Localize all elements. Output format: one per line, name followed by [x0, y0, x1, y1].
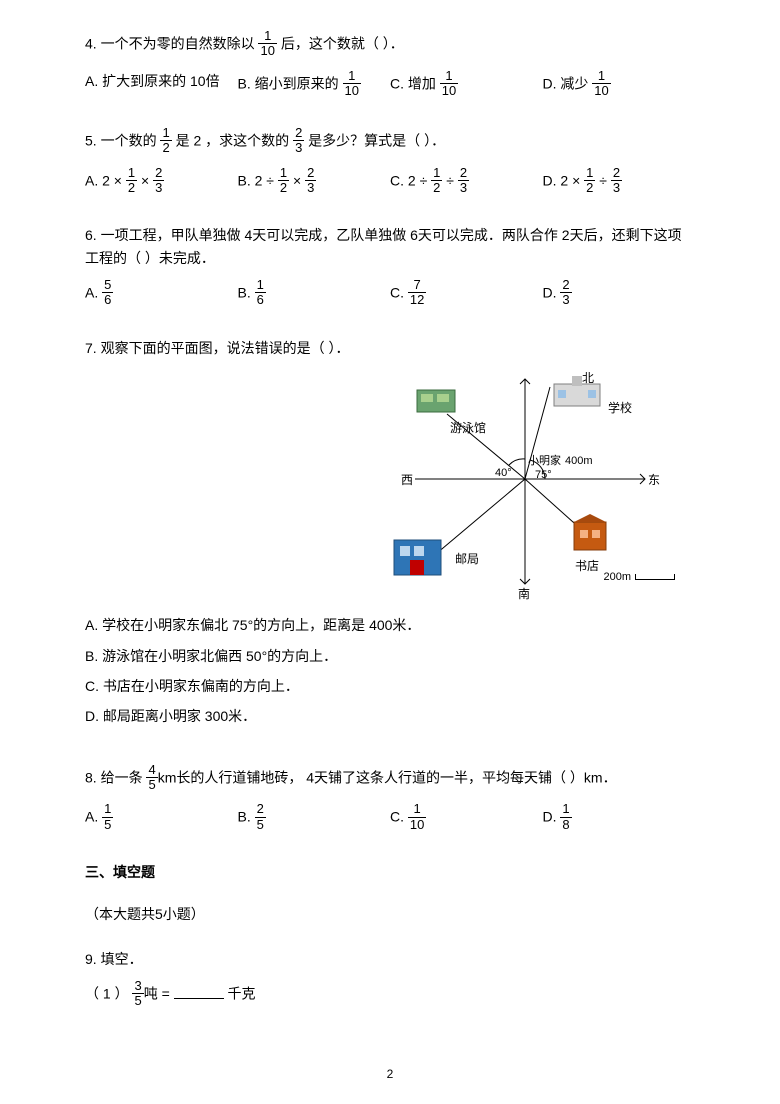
question-8: 8. 给一条 45km长的人行道铺地砖， 4天铺了这条人行道的一半，平均每天铺（… [85, 764, 695, 833]
section-3-subtitle: （本大题共5小题） [85, 903, 695, 925]
q6-option-b: B. 16 [238, 279, 391, 309]
question-6: 6. 一项工程，甲队单独做 4天可以完成，乙队单独做 6天可以完成．两队合作 2… [85, 224, 695, 308]
post-icon [390, 534, 445, 579]
school-label: 学校 [608, 399, 632, 418]
q4-stem-after: 后，这个数就（ ）． [277, 36, 404, 52]
q7-option-a: A. 学校在小明家东偏北 75°的方向上，距离是 400米． [85, 614, 695, 636]
q4-option-b: B. 缩小到原来的 110 [238, 70, 391, 100]
angle75-label: 75° [535, 467, 552, 485]
q5-options: A. 2 × 12 × 23 B. 2 ÷ 12 × 23 C. 2 ÷ 12 … [85, 167, 695, 197]
q8-stem: 8. 给一条 45km长的人行道铺地砖， 4天铺了这条人行道的一半，平均每天铺（… [85, 764, 695, 794]
q6-option-a: A. 56 [85, 279, 238, 309]
q8-option-c: C. 110 [390, 803, 543, 833]
frac-1-10: 110 [258, 29, 276, 59]
q9-line1: （ 1 ） 35吨 = 千克 [85, 980, 695, 1010]
q7-options: A. 学校在小明家东偏北 75°的方向上，距离是 400米． B. 游泳馆在小明… [85, 614, 695, 736]
pool-label: 游泳馆 [450, 419, 486, 438]
bookstore-icon [570, 514, 610, 554]
scale-line [635, 574, 675, 580]
q6-options: A. 56 B. 16 C. 712 D. 23 [85, 279, 695, 309]
q7-option-b: B. 游泳馆在小明家北偏西 50°的方向上． [85, 645, 695, 667]
dist400-label: 400m [565, 453, 593, 471]
q4-stem-before: 4. 一个不为零的自然数除以 [85, 36, 258, 52]
west-label: 西 [401, 471, 413, 490]
q4-options: A. 扩大到原来的 10倍 B. 缩小到原来的 110 C. 增加 110 D.… [85, 70, 695, 100]
q5-option-a: A. 2 × 12 × 23 [85, 167, 238, 197]
question-5: 5. 一个数的 12 是 2 ，求这个数的 23 是多少？算式是（ ）． A. … [85, 127, 695, 196]
q4-stem: 4. 一个不为零的自然数除以 110 后，这个数就（ ）． [85, 30, 695, 60]
q4-option-a: A. 扩大到原来的 10倍 [85, 70, 238, 100]
q5-option-b: B. 2 ÷ 12 × 23 [238, 167, 391, 197]
question-9: 9. 填空． （ 1 ） 35吨 = 千克 [85, 948, 695, 1010]
q7-option-d: D. 邮局距离小明家 300米． [85, 705, 695, 727]
q9-stem: 9. 填空． [85, 948, 695, 970]
blank-input [174, 985, 224, 999]
q8-option-b: B. 25 [238, 803, 391, 833]
q6-option-d: D. 23 [543, 279, 696, 309]
post-label: 邮局 [455, 550, 479, 569]
east-label: 东 [648, 471, 660, 490]
q5-option-d: D. 2 × 12 ÷ 23 [543, 167, 696, 197]
section-3-title: 三、填空题 [85, 861, 695, 883]
north-label: 北 [582, 369, 594, 388]
question-4: 4. 一个不为零的自然数除以 110 后，这个数就（ ）． A. 扩大到原来的 … [85, 30, 695, 99]
question-7: 7. 观察下面的平面图，说法错误的是（ ）． [85, 337, 695, 736]
q8-options: A. 15 B. 25 C. 110 D. 18 [85, 803, 695, 833]
bookstore-label: 书店 [575, 557, 599, 576]
south-label: 南 [518, 585, 530, 604]
q8-option-d: D. 18 [543, 803, 696, 833]
page-number: 2 [387, 1065, 394, 1084]
q4-option-c: C. 增加 110 [390, 70, 543, 100]
q6-option-c: C. 712 [390, 279, 543, 309]
q5-option-c: C. 2 ÷ 12 ÷ 23 [390, 167, 543, 197]
scale-label: 200m [603, 569, 631, 587]
school-icon [550, 374, 604, 410]
q4-option-d: D. 减少 110 [543, 70, 696, 100]
q7-diagram: 游泳馆 学校 小明家 400m 西 东 北 南 40° 75° 邮局 书店 20… [355, 369, 675, 604]
pool-icon [415, 384, 457, 416]
q8-option-a: A. 15 [85, 803, 238, 833]
q7-stem: 7. 观察下面的平面图，说法错误的是（ ）． [85, 337, 695, 359]
q6-stem: 6. 一项工程，甲队单独做 4天可以完成，乙队单独做 6天可以完成．两队合作 2… [85, 224, 695, 269]
q7-option-c: C. 书店在小明家东偏南的方向上． [85, 675, 695, 697]
q5-stem: 5. 一个数的 12 是 2 ，求这个数的 23 是多少？算式是（ ）． [85, 127, 695, 157]
scale-bar: 200m [603, 569, 675, 587]
angle40-label: 40° [495, 465, 512, 483]
